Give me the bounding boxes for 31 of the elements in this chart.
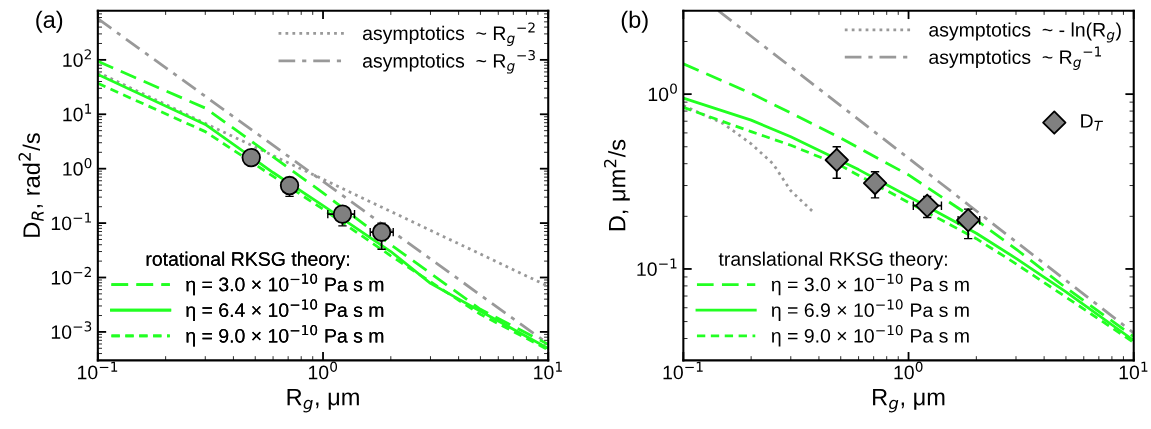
legend-label: η = 3.0 × 10$^{−10}$ Pa s m (186, 273, 384, 296)
legend-title: rotational RKSG theory: (146, 251, 349, 270)
legend-label: η = 9.0 × 10$^{−10}$ Pa s m (771, 324, 969, 347)
x-tick-label: 10$^{−1}$ (78, 361, 118, 380)
x-tick-label: 10$^{0}$ (894, 361, 923, 380)
legend-title: translational RKSG theory: (718, 251, 947, 270)
legend-label: asymptotics ~ R$_{g}$$^{−1}$ (929, 46, 1102, 70)
x-tick-label: 10$^{1}$ (1119, 361, 1148, 380)
x-tick-label: 10$^{−1}$ (663, 361, 703, 380)
legend-label: asymptotics ~ R$_{g}$$^{−2}$ (362, 22, 535, 46)
y-tick-label: 10$^{−2}$ (51, 266, 91, 285)
y-tick-label: 10$^{−3}$ (51, 321, 92, 339)
y-axis-title: D, μm$^{2}$/s (603, 139, 630, 231)
chart-title: (a) (36, 10, 63, 33)
x-tick-label: 10$^{0}$ (308, 361, 338, 380)
y-axis-title: D$_{R}$, rad$^{2}$/s (18, 133, 44, 237)
y-tick-label: 10$^{1}$ (63, 103, 92, 122)
x-axis-title: R$_{g}$, μm (287, 388, 359, 413)
y-tick-label: 10$^{0}$ (63, 158, 92, 176)
legend-label: η = 9.0 × 10$^{−10}$ Pa s m (186, 324, 384, 347)
legend-label: D$_{T}$ (1081, 114, 1104, 131)
chart-title: (b) (621, 10, 648, 33)
y-tick-label: 10$^{−1}$ (51, 212, 92, 231)
legend-label: asymptotics ~ - ln(R$_{g}$) (929, 22, 1121, 43)
legend-label: η = 6.4 × 10$^{−10}$ Pa s m (186, 299, 384, 321)
legend-label: η = 3.0 × 10$^{−10}$ Pa s m (771, 273, 969, 296)
legend-label: asymptotics ~ R$_{g}$$^{−3}$ (362, 50, 535, 74)
x-axis-title: R$_{g}$, μm (873, 388, 945, 413)
y-tick-label: 10$^{2}$ (63, 49, 91, 67)
x-tick-label: 10$^{1}$ (534, 361, 562, 380)
legend-label: η = 6.9 × 10$^{−10}$ Pa s m (771, 299, 969, 321)
